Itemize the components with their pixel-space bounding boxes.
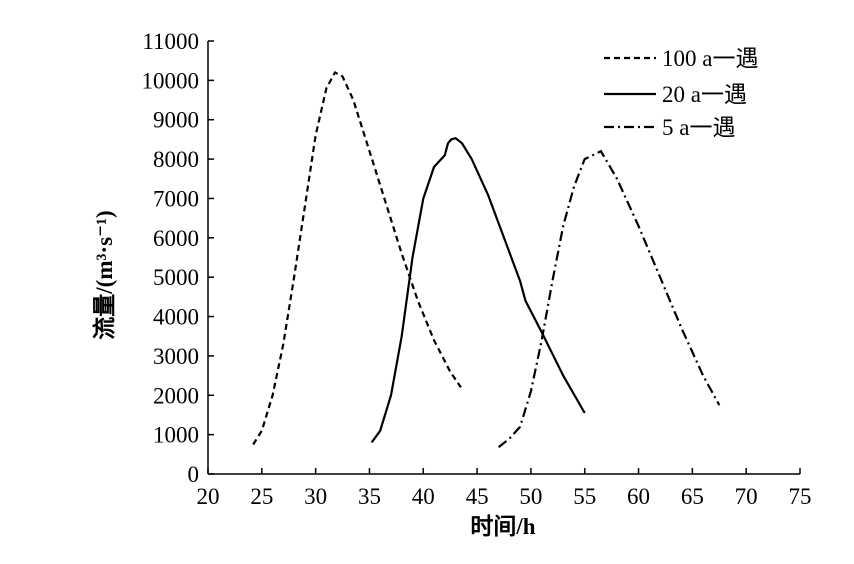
axes: 20 25 30 35 40 45 50 55 60 65 70 75 0 1000 2000 3000 400… — [142, 29, 812, 509]
y-tick-label: 1000 — [153, 423, 199, 448]
x-tick-label: 45 — [466, 484, 489, 509]
y-tick-label: 5000 — [153, 265, 199, 290]
x-tick-label: 75 — [789, 484, 812, 509]
x-tick-label: 55 — [573, 484, 596, 509]
y-tick-label: 11000 — [142, 29, 199, 54]
x-tick-label: 65 — [681, 484, 704, 509]
x-tick-label: 60 — [627, 484, 650, 509]
series-layer — [252, 71, 721, 449]
x-axis-title: 时间/h — [470, 514, 535, 539]
x-tick-label: 40 — [412, 484, 435, 509]
x-tick-label: 25 — [250, 484, 273, 509]
x-tick-label: 70 — [735, 484, 758, 509]
y-tick-label: 6000 — [153, 226, 199, 251]
y-tick-label: 9000 — [153, 108, 199, 133]
y-tick-label: 4000 — [153, 305, 199, 330]
y-tick-label: 8000 — [153, 147, 199, 172]
x-tick-label: 35 — [358, 484, 381, 509]
series-line-0 — [252, 71, 462, 446]
y-axis-title: 流量/(m³·s⁻¹) — [91, 210, 117, 339]
x-tick-label: 20 — [197, 484, 220, 509]
y-tick-label: 10000 — [142, 68, 200, 93]
y-tick-label: 0 — [188, 462, 200, 487]
series-line-1 — [370, 136, 586, 444]
legend-label-0: 100 a一遇 — [662, 46, 758, 71]
x-tick-label: 50 — [519, 484, 542, 509]
legend-label-2: 5 a一遇 — [662, 115, 735, 140]
y-tick-label: 2000 — [153, 383, 199, 408]
x-tick-label: 30 — [304, 484, 327, 509]
y-tick-label: 7000 — [153, 186, 199, 211]
y-tick-label: 3000 — [153, 344, 199, 369]
series-line-2 — [497, 149, 721, 449]
legend: 100 a一遇 20 a一遇 5 a一遇 — [604, 46, 758, 140]
legend-label-1: 20 a一遇 — [662, 82, 747, 107]
